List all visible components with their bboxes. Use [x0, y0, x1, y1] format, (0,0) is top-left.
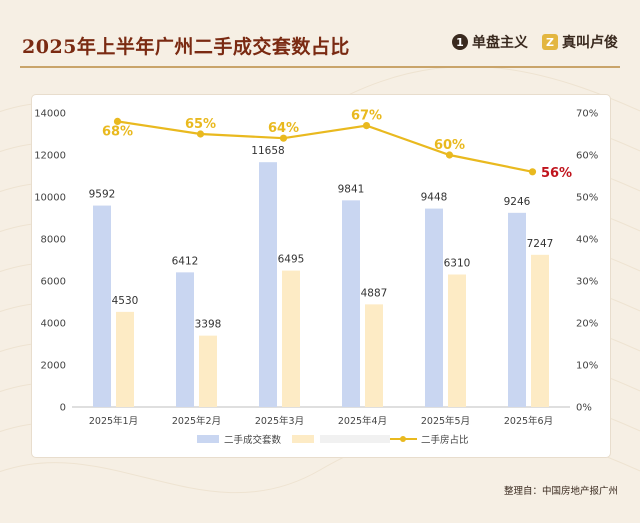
y2-tick-label: 10%	[576, 361, 598, 372]
brand-left-label: 单盘主义	[472, 35, 528, 51]
bar-series2-label: 7247	[527, 238, 554, 250]
y-tick-label: 10000	[34, 193, 66, 204]
legend-label-series2-blurred	[320, 435, 390, 443]
y-tick-label: 14000	[34, 109, 66, 120]
line-point	[196, 130, 205, 138]
bar-series2-label: 6310	[444, 257, 471, 269]
y-tick-label: 8000	[41, 235, 66, 246]
y2-tick-label: 20%	[576, 319, 598, 330]
bar-series2-label: 4887	[361, 287, 388, 299]
y2-tick-label: 50%	[576, 193, 598, 204]
line-point	[528, 168, 537, 176]
y2-tick-label: 30%	[576, 277, 598, 288]
legend-swatch-line-point	[400, 436, 406, 442]
y-tick-label: 2000	[41, 361, 66, 372]
bar-series1	[259, 162, 277, 407]
bar-series2-label: 6495	[278, 254, 305, 266]
line-point-label: 65%	[185, 117, 216, 132]
line-series	[117, 120, 533, 173]
bar-series2-label: 3398	[195, 319, 222, 331]
x-tick-label: 2025年6月	[504, 415, 553, 427]
y2-tick-label: 70%	[576, 109, 598, 120]
line-point-label: 67%	[351, 109, 382, 124]
source-note: 整理自：中国房地产报广州	[503, 486, 618, 497]
bar-series1-label: 9841	[338, 183, 365, 195]
y-tick-label: 4000	[41, 319, 66, 330]
x-tick-label: 2025年2月	[172, 415, 221, 427]
chart: 0 2000 4000 6000 8000 10000 12000 14000 0% 10% 20%…	[34, 109, 598, 447]
x-tick-label: 2025年3月	[255, 415, 304, 427]
bar-series2	[116, 311, 134, 407]
line-point	[113, 117, 122, 125]
line-point-label: 56%	[541, 166, 572, 181]
brand-right: Z 真叫卢俊	[542, 32, 618, 52]
bar-series1	[176, 272, 194, 407]
x-tick-label: 2025年5月	[421, 415, 470, 427]
brand-left: 1 单盘主义	[452, 32, 528, 52]
y-tick-label: 6000	[41, 277, 66, 288]
y2-tick-label: 0%	[576, 403, 592, 414]
bar-series1	[342, 200, 360, 407]
line-point-label: 64%	[268, 121, 299, 136]
y-tick-label: 0	[60, 403, 66, 414]
bar-series2	[531, 254, 549, 407]
x-tick-label: 2025年4月	[338, 415, 387, 427]
page-title: 2025年上半年广州二手成交套数占比	[22, 36, 350, 58]
legend-label-line: 二手房占比	[421, 434, 469, 446]
bar-series1-label: 9246	[504, 196, 531, 208]
y2-tick-label: 40%	[576, 235, 598, 246]
bar-series1-label: 9448	[421, 192, 448, 204]
bar-series1	[508, 212, 526, 407]
bar-series2	[282, 270, 300, 407]
line-point	[445, 151, 454, 159]
bar-series1-label: 9592	[89, 189, 116, 201]
header: 2025年上半年广州二手成交套数占比 1 单盘主义 Z 真叫卢俊	[0, 0, 640, 68]
brand-group: 1 单盘主义 Z 真叫卢俊	[452, 32, 618, 52]
brand-right-label: 真叫卢俊	[562, 35, 618, 51]
line-point-label: 68%	[102, 124, 133, 139]
bar-series1-label: 6412	[172, 255, 199, 267]
legend-label-series1: 二手成交套数	[224, 434, 282, 446]
bar-series2	[199, 335, 217, 407]
line-point	[362, 122, 371, 130]
y-tick-label: 12000	[34, 151, 66, 162]
legend-swatch-series2	[292, 435, 314, 443]
legend-swatch-series1	[197, 435, 219, 443]
bar-series1	[425, 208, 443, 407]
bar-series1	[93, 205, 111, 407]
bar-series1-label: 11658	[251, 145, 284, 157]
bar-series2-label: 4530	[112, 295, 139, 307]
brand-one-icon: 1	[452, 34, 468, 50]
line-point	[279, 134, 288, 142]
brand-z-icon: Z	[542, 34, 558, 50]
x-tick-label: 2025年1月	[89, 415, 138, 427]
bar-series2	[448, 274, 466, 407]
chart-card: 0 2000 4000 6000 8000 10000 12000 14000 0% 10% 20%…	[32, 95, 610, 457]
bar-series2	[365, 304, 383, 407]
header-divider	[20, 66, 620, 68]
line-point-label: 60%	[434, 138, 465, 153]
y2-tick-label: 60%	[576, 151, 598, 162]
